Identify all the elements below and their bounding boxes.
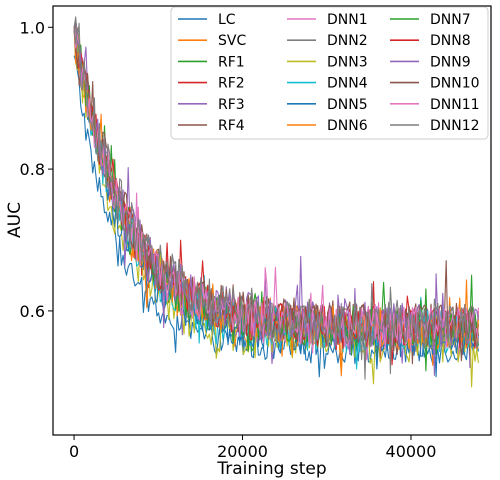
legend-label-lc: LC (218, 12, 236, 28)
legend-label-dnn11: DNN11 (430, 97, 480, 113)
series-line-dnn11 (73, 27, 479, 352)
x-tick-label: 40000 (386, 442, 437, 461)
x-axis-title: Training step (216, 459, 326, 479)
legend-label-svc: SVC (218, 33, 246, 49)
y-axis: 0.6 0.8 1.0 (20, 18, 53, 321)
legend-label-dnn2: DNN2 (327, 33, 368, 49)
legend-label-dnn5: DNN5 (327, 97, 368, 113)
legend-label-rf3: RF3 (218, 97, 245, 113)
legend-label-dnn8: DNN8 (430, 33, 471, 49)
y-tick-label: 1.0 (20, 18, 45, 37)
plot-frame (52, 5, 492, 436)
legend-label-dnn3: DNN3 (327, 54, 368, 70)
legend-label-dnn12: DNN12 (430, 118, 480, 134)
legend-label-dnn10: DNN10 (430, 76, 480, 92)
legend-label-dnn4: DNN4 (327, 76, 368, 92)
series-layer (73, 16, 479, 388)
x-axis: 0 20000 40000 (69, 435, 436, 461)
legend-label-rf1: RF1 (218, 54, 245, 70)
legend: LC SVC RF1 RF2 RF3 RF4 DNN1 DNN2 DNN3 DNN4 DNN5 DNN… (170, 6, 489, 140)
legend-label-dnn1: DNN1 (327, 12, 368, 28)
y-axis-title: AUC (5, 202, 25, 238)
legend-label-rf4: RF4 (218, 118, 245, 134)
series-line-dnn12 (73, 27, 479, 380)
x-tick-label: 20000 (217, 442, 268, 461)
y-tick-label: 0.6 (20, 302, 45, 321)
legend-label-rf2: RF2 (218, 76, 245, 92)
legend-label-dnn9: DNN9 (430, 54, 471, 70)
legend-label-dnn7: DNN7 (430, 12, 471, 28)
legend-label-dnn6: DNN6 (327, 118, 368, 134)
y-tick-label: 0.8 (20, 160, 45, 179)
x-tick-label: 0 (69, 442, 79, 461)
